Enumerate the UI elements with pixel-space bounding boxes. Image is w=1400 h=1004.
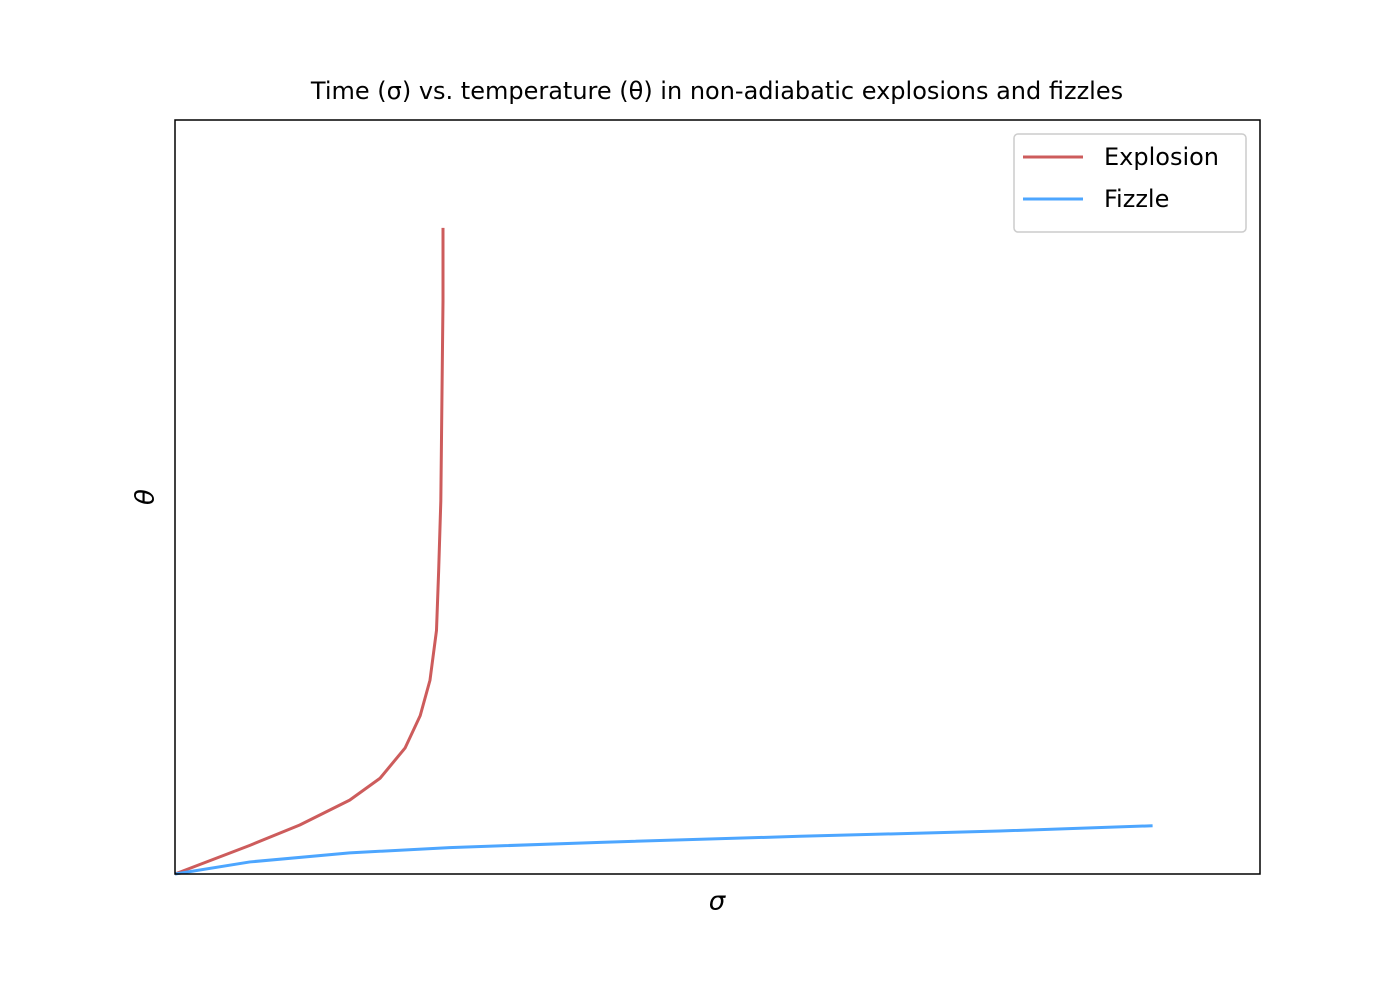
legend-label: Explosion (1104, 143, 1219, 171)
series-line (174, 227, 445, 876)
y-axis-label: θ (131, 489, 161, 505)
legend: Explosion Fizzle (1013, 133, 1247, 233)
chart-title: Time (σ) vs. temperature (θ) in non-adia… (310, 77, 1123, 105)
plot-area (174, 227, 1153, 876)
plot-frame (174, 119, 1261, 875)
series-line (174, 824, 1153, 876)
x-axis-label: σ (709, 887, 727, 917)
legend-label: Fizzle (1104, 185, 1169, 213)
